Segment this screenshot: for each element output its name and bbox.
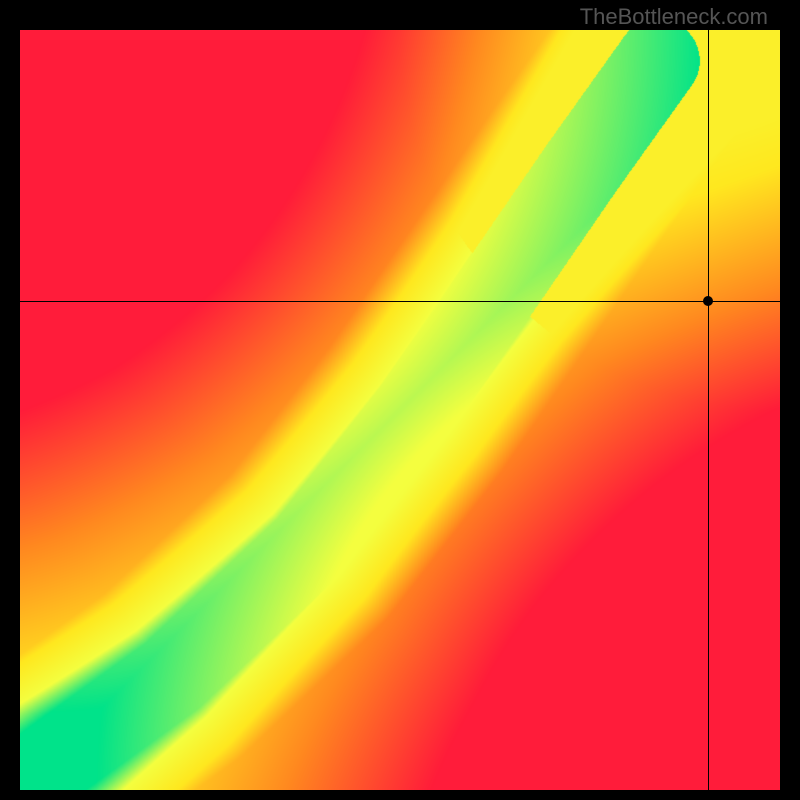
crosshair-horizontal (20, 301, 780, 302)
chart-container: { "watermark": { "text": "TheBottleneck.… (0, 0, 800, 800)
watermark-text: TheBottleneck.com (580, 4, 768, 30)
heatmap-canvas (20, 30, 780, 790)
crosshair-marker (703, 296, 713, 306)
heatmap-plot (20, 30, 780, 790)
crosshair-vertical (708, 30, 709, 790)
